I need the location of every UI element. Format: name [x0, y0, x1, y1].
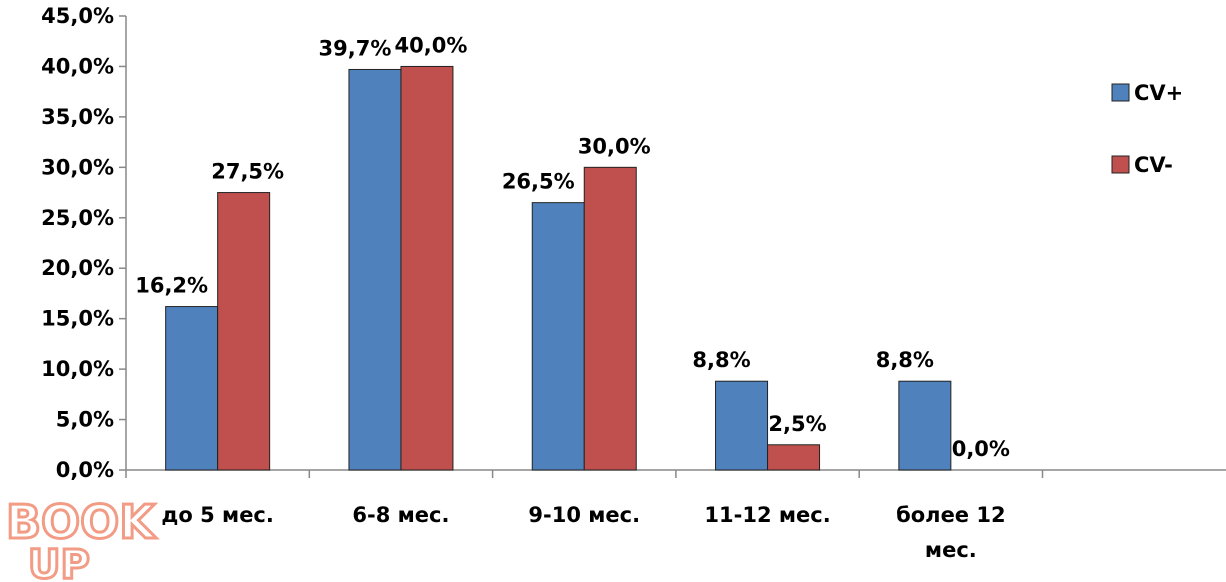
y-tick-label: 40,0%: [41, 54, 114, 78]
data-label: 2,5%: [768, 412, 826, 436]
legend: CV+ CV-: [1111, 81, 1183, 177]
y-tick-label: 5,0%: [56, 408, 114, 432]
y-tick-label: 15,0%: [41, 307, 114, 331]
y-tick-label: 20,0%: [41, 256, 114, 280]
data-label: 27,5%: [211, 160, 284, 184]
watermark-text-bottom: UP: [28, 542, 90, 582]
bar-cv-minus: [400, 65, 454, 471]
bar-cv-minus: [583, 166, 637, 471]
watermark-text-top: BOOK: [6, 495, 157, 549]
x-category-label: 9-10 мес.: [528, 503, 640, 527]
x-category-label: более 12: [896, 503, 1006, 527]
y-tick-label: 30,0%: [41, 155, 114, 179]
data-label: 8,8%: [876, 348, 934, 372]
y-tick-label: 45,0%: [41, 4, 114, 28]
data-label: 30,0%: [578, 134, 651, 158]
data-label: 16,2%: [135, 274, 208, 298]
x-axis: до 5 мес. 6-8 мес. 9-10 мес. 11-12 мес. боле…: [125, 469, 1226, 562]
data-label: 40,0%: [395, 33, 468, 57]
data-label: 39,7%: [319, 36, 392, 60]
data-label: 26,5%: [502, 170, 575, 194]
watermark-logo: BOOK UP: [5, 494, 159, 582]
data-label: 0,0%: [952, 437, 1010, 461]
legend-swatch: [1111, 83, 1130, 102]
bar-cv-plus: [165, 306, 219, 471]
legend-swatch: [1111, 155, 1130, 174]
y-tick-label: 10,0%: [41, 357, 114, 381]
bars: [165, 65, 952, 471]
x-category-label: до 5 мес.: [161, 503, 273, 527]
legend-label: CV+: [1134, 81, 1183, 105]
bar-cv-plus: [531, 202, 585, 471]
bar-cv-minus: [767, 444, 821, 471]
y-tick-label: 0,0%: [56, 458, 114, 482]
y-axis: 0,0% 5,0% 10,0% 15,0% 20,0% 25,0% 30,0% 35,0% 40…: [41, 4, 127, 482]
x-category-label: мес.: [925, 538, 977, 562]
bar-cv-plus: [715, 380, 769, 471]
bar-cv-plus: [898, 380, 952, 471]
bar-cv-plus: [348, 68, 402, 471]
x-category-label: 6-8 мес.: [352, 503, 449, 527]
legend-label: CV-: [1134, 153, 1173, 177]
y-tick-label: 35,0%: [41, 105, 114, 129]
y-tick-label: 25,0%: [41, 206, 114, 230]
data-label: 8,8%: [692, 348, 750, 372]
bar-cv-minus: [217, 192, 271, 471]
data-labels: 16,2% 39,7% 26,5% 8,8% 8,8% 27,5% 40,0% 30,0% 2,…: [135, 33, 1010, 461]
x-category-label: 11-12 мес.: [704, 503, 830, 527]
